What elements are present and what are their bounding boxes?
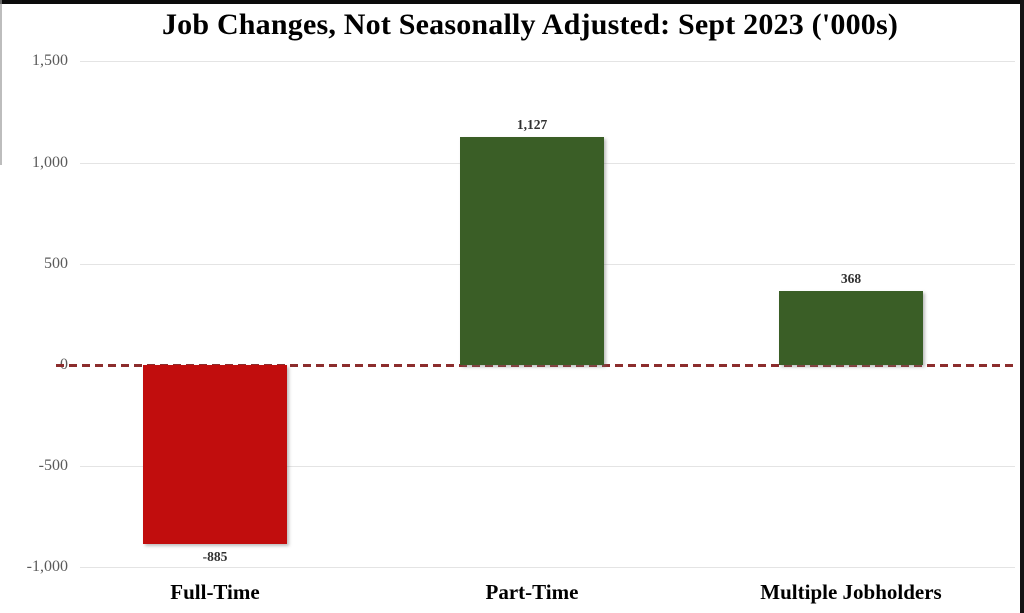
gridline (80, 466, 1015, 468)
zero-baseline (56, 364, 1018, 367)
gridline (80, 61, 1015, 63)
x-category-label: Full-Time (170, 580, 260, 604)
frame-border-left (0, 0, 2, 165)
frame-border-right (1020, 0, 1024, 613)
frame-border-top (0, 0, 1024, 4)
y-tick-label: 1,500 (32, 52, 68, 70)
gridline (80, 567, 1015, 569)
bar-multiple-jobholders (779, 290, 923, 365)
y-tick-label: -1,000 (26, 558, 68, 576)
bar-value-label: 1,127 (516, 116, 548, 132)
y-tick-label: 1,000 (32, 153, 68, 171)
x-category-label: Multiple Jobholders (760, 580, 942, 604)
bar-full-time (143, 365, 287, 545)
bar-value-label: 368 (840, 270, 862, 286)
bar-value-label: -885 (202, 549, 228, 565)
bar-part-time (460, 136, 604, 365)
y-tick-label: -500 (38, 457, 68, 475)
chart-title: Job Changes, Not Seasonally Adjusted: Se… (161, 8, 899, 41)
y-tick-label: 500 (44, 254, 68, 272)
x-category-label: Part-Time (485, 580, 579, 604)
